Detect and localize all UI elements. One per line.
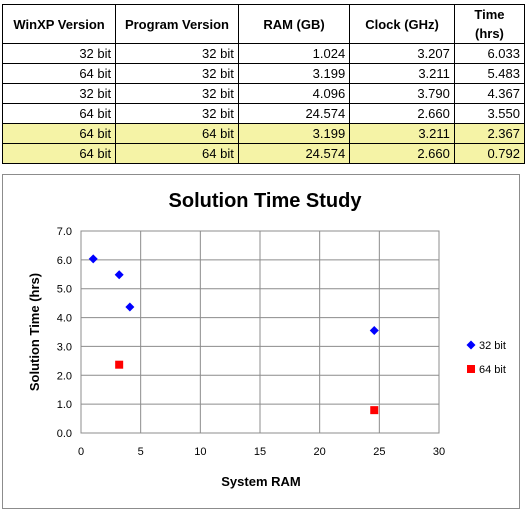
table-row: 64 bit 32 bit 24.574 2.660 3.550 [1, 103, 525, 124]
cell-winxp-version: 32 bit [1, 43, 117, 64]
cell-program-version: 32 bit [115, 63, 239, 84]
cell-clock: 3.790 [349, 83, 455, 104]
x-tick-label: 30 [433, 446, 445, 458]
cell-clock: 2.660 [349, 143, 455, 164]
cell-winxp-version: 64 bit [1, 103, 117, 124]
y-tick-label: 6.0 [57, 255, 72, 267]
results-table: WinXP Version Program Version RAM (GB) C… [1, 4, 525, 164]
cell-program-version: 32 bit [115, 103, 239, 124]
table-body: 32 bit 32 bit 1.024 3.207 6.033 64 bit 32 bit 3… [1, 43, 525, 164]
scatter-chart: 0.0 1.0 2.0 3.0 4.0 5.0 6.0 7.0 0 5 10 15 20 25 30 32… [27, 190, 506, 489]
y-axis-ticks: 0.0 1.0 2.0 3.0 4.0 5.0 6.0 7.0 [57, 226, 72, 440]
cell-winxp-version: 64 bit [1, 63, 117, 84]
x-axis-title: System RAM [221, 474, 300, 489]
y-tick-label: 2.0 [57, 370, 72, 382]
legend-marker-64bit [467, 365, 475, 373]
cell-winxp-version: 32 bit [1, 83, 117, 104]
data-point-32bit [88, 254, 98, 264]
header-program-version: Program Version [115, 4, 239, 44]
y-tick-label: 4.0 [57, 313, 72, 325]
header-time: Time (hrs) [453, 4, 525, 44]
cell-time: 6.033 [453, 43, 525, 64]
table-row: 64 bit 64 bit 3.199 3.211 2.367 [1, 123, 525, 144]
x-tick-label: 10 [194, 446, 206, 458]
legend-label: 32 bit [479, 340, 506, 352]
cell-clock: 3.211 [349, 123, 455, 144]
x-tick-label: 25 [373, 446, 385, 458]
data-point-64bit [370, 406, 379, 415]
y-tick-label: 5.0 [57, 284, 72, 296]
data-point-32bit [125, 302, 135, 312]
y-tick-label: 1.0 [57, 399, 72, 411]
cell-winxp-version: 64 bit [1, 143, 117, 164]
cell-program-version: 64 bit [115, 143, 239, 164]
header-ram: RAM (GB) [237, 4, 351, 44]
cell-ram: 4.096 [237, 83, 351, 104]
cell-time: 3.550 [453, 103, 525, 124]
header-clock: Clock (GHz) [349, 4, 455, 44]
cell-time: 0.792 [453, 143, 525, 164]
cell-ram: 1.024 [237, 43, 351, 64]
table-row: 32 bit 32 bit 1.024 3.207 6.033 [1, 43, 525, 64]
chart-title: Solution Time Study [169, 190, 363, 212]
x-axis-ticks: 0 5 10 15 20 25 30 [78, 446, 445, 458]
cell-clock: 3.211 [349, 63, 455, 84]
x-tick-label: 0 [78, 446, 84, 458]
data-point-32bit [114, 270, 124, 280]
table-row: 32 bit 32 bit 4.096 3.790 4.367 [1, 83, 525, 104]
cell-time: 2.367 [453, 123, 525, 144]
data-points [88, 254, 379, 415]
cell-ram: 24.574 [237, 143, 351, 164]
grid-lines [81, 231, 439, 433]
cell-time: 4.367 [453, 83, 525, 104]
table-header-row: WinXP Version Program Version RAM (GB) C… [1, 4, 525, 44]
cell-time: 5.483 [453, 63, 525, 84]
cell-program-version: 32 bit [115, 43, 239, 64]
y-tick-label: 7.0 [57, 226, 72, 238]
cell-ram: 3.199 [237, 63, 351, 84]
y-tick-label: 3.0 [57, 341, 72, 353]
y-axis-title: Solution Time (hrs) [27, 273, 42, 391]
cell-ram: 24.574 [237, 103, 351, 124]
chart-area: 0.0 1.0 2.0 3.0 4.0 5.0 6.0 7.0 0 5 10 15 20 25 30 32… [2, 174, 520, 509]
legend-label: 64 bit [479, 364, 506, 376]
cell-clock: 3.207 [349, 43, 455, 64]
x-tick-label: 15 [254, 446, 266, 458]
cell-winxp-version: 64 bit [1, 123, 117, 144]
table-row: 64 bit 32 bit 3.199 3.211 5.483 [1, 63, 525, 84]
x-tick-label: 5 [138, 446, 144, 458]
cell-program-version: 64 bit [115, 123, 239, 144]
data-point-32bit [369, 326, 379, 336]
legend: 32 bit 64 bit [466, 340, 506, 376]
y-tick-label: 0.0 [57, 428, 72, 440]
cell-ram: 3.199 [237, 123, 351, 144]
data-point-64bit [115, 360, 124, 369]
legend-marker-32bit [466, 340, 476, 350]
table-row: 64 bit 64 bit 24.574 2.660 0.792 [1, 143, 525, 164]
header-winxp-version: WinXP Version [1, 4, 117, 44]
cell-clock: 2.660 [349, 103, 455, 124]
x-tick-label: 20 [314, 446, 326, 458]
cell-program-version: 32 bit [115, 83, 239, 104]
